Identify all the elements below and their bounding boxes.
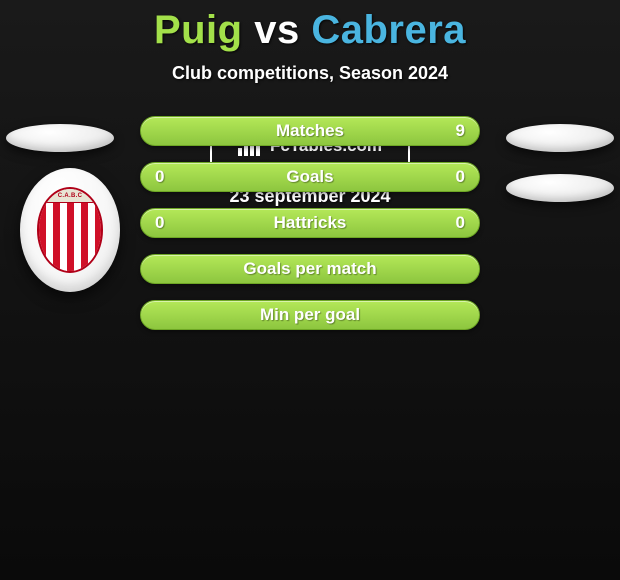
stat-label: Hattricks [185,213,435,233]
club-crest: C.A.B.C [20,168,120,292]
player2-name: Cabrera [311,8,466,52]
crest-stripes [39,203,101,271]
subtitle: Club competitions, Season 2024 [0,63,620,84]
avatar-placeholder-right-2 [506,174,614,202]
stat-left-value: 0 [155,167,185,187]
stat-row-hattricks: 0 Hattricks 0 [140,208,480,238]
stats-bars: Matches 9 0 Goals 0 0 Hattricks 0 Goals … [140,116,480,346]
crest-header: C.A.B.C [39,189,101,203]
stat-label: Goals per match [185,259,435,279]
avatar-placeholder-left [6,124,114,152]
stat-left-value: 0 [155,213,185,233]
crest-background: C.A.B.C [20,168,120,292]
stat-right-value: 0 [435,167,465,187]
player1-name: Puig [154,8,243,52]
stat-right-value: 9 [435,121,465,141]
stat-row-goals: 0 Goals 0 [140,162,480,192]
stat-row-matches: Matches 9 [140,116,480,146]
stat-row-goals-per-match: Goals per match [140,254,480,284]
crest-shield: C.A.B.C [37,187,103,273]
stat-label: Goals [185,167,435,187]
stat-right-value: 0 [435,213,465,233]
stat-label: Min per goal [185,305,435,325]
vs-separator: vs [254,8,300,52]
stat-label: Matches [185,121,435,141]
comparison-title: Puig vs Cabrera [0,0,620,53]
stat-row-min-per-goal: Min per goal [140,300,480,330]
avatar-placeholder-right-1 [506,124,614,152]
